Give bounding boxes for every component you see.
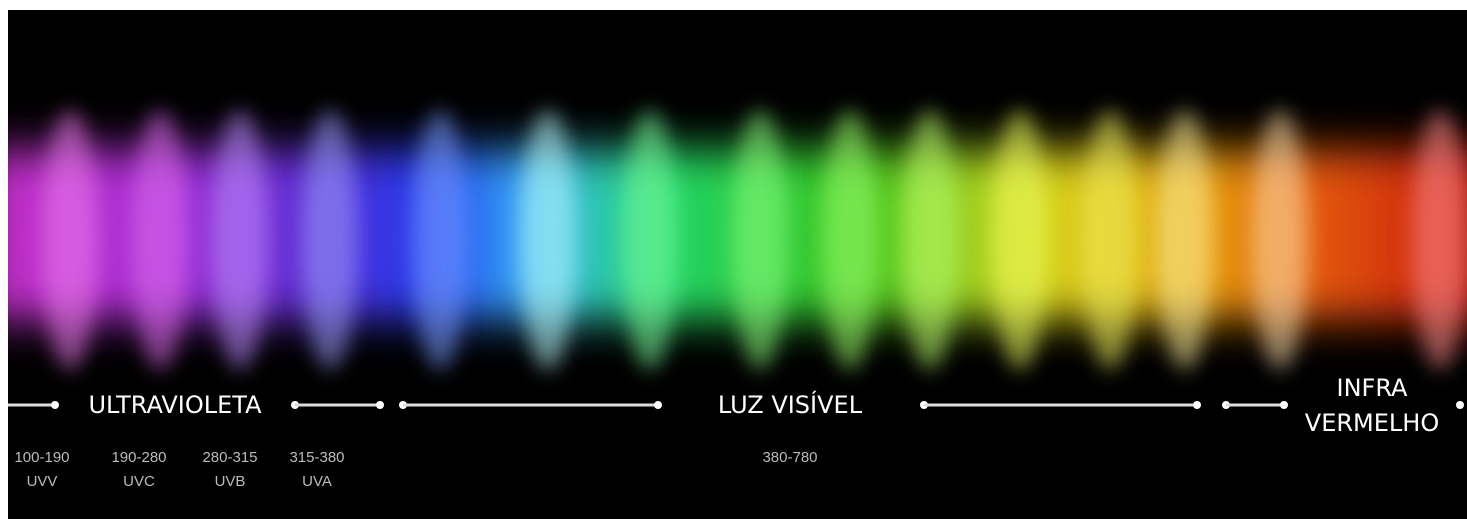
region-label: VERMELHO: [1305, 409, 1439, 437]
range-label: 315-380: [289, 449, 344, 466]
light-spike: [902, 110, 958, 370]
light-spike: [132, 110, 188, 370]
light-spike: [302, 110, 358, 370]
decoration: [654, 401, 662, 409]
range-name: UVB: [215, 473, 246, 490]
light-spike: [520, 110, 576, 370]
range-label: 280-315: [202, 449, 257, 466]
light-spike: [992, 110, 1048, 370]
light-spike: [1252, 110, 1308, 370]
light-spike: [822, 110, 878, 370]
decoration: [1280, 401, 1288, 409]
range-name: UVA: [302, 473, 332, 490]
decoration: [51, 401, 59, 409]
range-name: UVV: [27, 473, 58, 490]
range-label: 100-190: [14, 449, 69, 466]
light-spike: [732, 110, 788, 370]
light-spike: [622, 110, 678, 370]
region-label: INFRA: [1337, 374, 1409, 402]
decoration: [1193, 401, 1201, 409]
labels: ULTRAVIOLETA LUZ VISÍVEL INFRA VERMELHO …: [8, 374, 1464, 490]
light-spike: [212, 110, 268, 370]
range-label: 190-280: [111, 449, 166, 466]
region-label: ULTRAVIOLETA: [88, 391, 262, 419]
range-name: UVC: [123, 473, 155, 490]
region-label: LUZ VISÍVEL: [718, 390, 863, 419]
light-spike: [1082, 110, 1138, 370]
decoration: [1456, 401, 1464, 409]
light-spike: [412, 110, 468, 370]
light-spike: [42, 110, 98, 370]
spectrum-image: [8, 10, 1467, 519]
light-spike: [1412, 110, 1467, 370]
range-label: 380-780: [762, 449, 817, 466]
decoration: [376, 401, 384, 409]
light-spike: [1157, 110, 1213, 370]
